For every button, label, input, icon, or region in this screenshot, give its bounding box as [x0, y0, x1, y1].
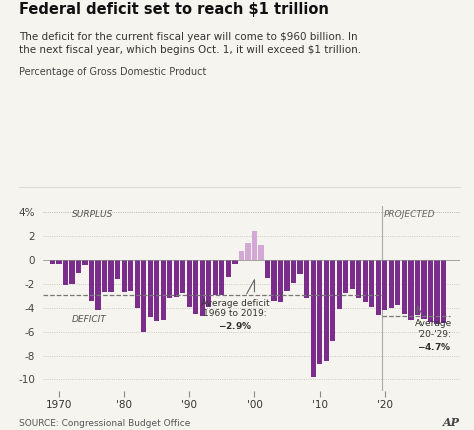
Text: Federal deficit set to reach $1 trillion: Federal deficit set to reach $1 trillion	[19, 2, 329, 17]
Bar	[284, 260, 290, 291]
Bar	[56, 260, 62, 264]
Bar	[389, 260, 394, 308]
Bar	[376, 260, 381, 315]
Text: the next fiscal year, which begins Oct. 1, it will exceed $1 trillion.: the next fiscal year, which begins Oct. …	[19, 45, 361, 55]
Bar	[395, 260, 401, 305]
Bar	[304, 260, 309, 298]
Bar	[147, 260, 153, 317]
Bar	[408, 260, 413, 320]
Bar	[200, 260, 205, 316]
Text: AP: AP	[443, 417, 460, 428]
Bar	[76, 260, 81, 273]
Bar	[141, 260, 146, 332]
Bar	[356, 260, 361, 298]
Bar	[95, 260, 100, 310]
Text: Average
'20-'29:
$\bf{-4.7\%}$: Average '20-'29: $\bf{-4.7\%}$	[415, 306, 452, 352]
Bar	[50, 260, 55, 264]
Bar	[89, 260, 94, 301]
Bar	[173, 260, 179, 297]
Text: Average deficit
1969 to 2019:
$\bf{-2.9\%}$: Average deficit 1969 to 2019: $\bf{-2.9\…	[201, 280, 269, 331]
Bar	[135, 260, 140, 308]
Bar	[428, 260, 433, 322]
Bar	[102, 260, 107, 292]
Bar	[415, 260, 420, 315]
Bar	[115, 260, 120, 279]
Bar	[167, 260, 173, 298]
Bar	[330, 260, 335, 341]
Text: SURPLUS: SURPLUS	[72, 210, 113, 219]
Bar	[128, 260, 133, 291]
Bar	[291, 260, 296, 283]
Bar	[298, 260, 303, 274]
Bar	[337, 260, 342, 309]
Text: The deficit for the current fiscal year will come to $960 billion. In: The deficit for the current fiscal year …	[19, 32, 357, 42]
Bar	[246, 243, 251, 260]
Bar	[434, 260, 439, 325]
Bar	[265, 260, 270, 278]
Bar	[369, 260, 374, 307]
Bar	[180, 260, 185, 294]
Bar	[206, 260, 211, 307]
Bar	[63, 260, 68, 285]
Bar	[82, 260, 88, 265]
Bar	[239, 251, 244, 260]
Bar	[317, 260, 322, 364]
Bar	[161, 260, 166, 320]
Bar	[350, 260, 355, 289]
Bar	[324, 260, 329, 362]
Bar	[441, 260, 446, 323]
Bar	[278, 260, 283, 302]
Bar	[213, 260, 218, 295]
Bar	[187, 260, 192, 307]
Bar	[252, 231, 257, 260]
Bar	[402, 260, 407, 314]
Text: SOURCE: Congressional Budget Office: SOURCE: Congressional Budget Office	[19, 419, 191, 428]
Bar	[154, 260, 159, 321]
Bar	[226, 260, 231, 277]
Bar	[382, 260, 387, 310]
Bar	[310, 260, 316, 377]
Bar	[343, 260, 348, 294]
Bar	[109, 260, 114, 292]
Bar	[69, 260, 74, 284]
Text: Percentage of Gross Domestic Product: Percentage of Gross Domestic Product	[19, 67, 206, 77]
Text: PROJECTED: PROJECTED	[384, 210, 436, 219]
Bar	[121, 260, 127, 292]
Bar	[421, 260, 427, 319]
Text: DEFICIT: DEFICIT	[72, 315, 107, 324]
Bar	[258, 245, 264, 260]
Bar	[363, 260, 368, 302]
Bar	[193, 260, 199, 314]
Bar	[219, 260, 225, 295]
Bar	[272, 260, 277, 301]
Bar	[232, 260, 237, 264]
